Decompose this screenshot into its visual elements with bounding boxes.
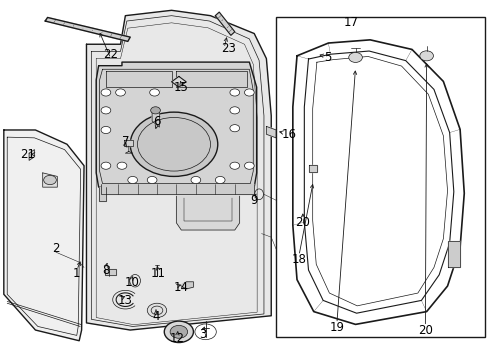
Circle shape [149,89,159,96]
Circle shape [101,162,111,169]
Polygon shape [307,51,322,59]
Circle shape [147,303,166,318]
Text: 12: 12 [169,333,184,346]
Circle shape [101,107,111,114]
Polygon shape [101,184,254,194]
Polygon shape [106,71,171,87]
Circle shape [229,89,239,96]
Circle shape [191,176,201,184]
Text: 5: 5 [324,51,331,64]
Text: 19: 19 [329,321,344,334]
Circle shape [229,107,239,114]
Circle shape [127,176,137,184]
Circle shape [170,325,187,338]
Circle shape [244,162,254,169]
Polygon shape [99,187,106,202]
Circle shape [215,176,224,184]
Circle shape [130,112,217,176]
Polygon shape [86,10,271,330]
Polygon shape [29,150,34,160]
Polygon shape [42,173,57,187]
Circle shape [147,176,157,184]
Circle shape [43,175,56,185]
Polygon shape [176,196,239,230]
Text: 11: 11 [150,267,165,280]
Text: 4: 4 [152,310,160,323]
Circle shape [164,321,193,342]
Circle shape [150,107,160,114]
Text: 20: 20 [295,216,310,229]
Circle shape [116,89,125,96]
Polygon shape [124,140,132,146]
Text: 2: 2 [52,242,60,255]
Circle shape [117,162,126,169]
Circle shape [419,51,432,61]
Text: 13: 13 [118,294,133,307]
Text: 22: 22 [103,49,118,62]
Circle shape [229,162,239,169]
Text: 18: 18 [291,253,306,266]
Text: 1: 1 [73,267,81,280]
Text: 3: 3 [199,328,206,341]
Circle shape [101,126,111,134]
Polygon shape [4,130,84,341]
Text: 6: 6 [153,114,161,127]
Text: 16: 16 [281,128,296,141]
Polygon shape [96,62,256,187]
Circle shape [348,53,362,62]
Polygon shape [152,109,159,127]
Circle shape [244,89,254,96]
Polygon shape [266,126,276,138]
Polygon shape [105,269,116,275]
Text: 7: 7 [122,135,129,148]
Polygon shape [45,18,130,41]
Text: 21: 21 [20,148,35,161]
Circle shape [101,89,111,96]
Text: 8: 8 [102,264,109,276]
Text: 10: 10 [124,276,139,289]
Text: 20: 20 [417,324,432,337]
Polygon shape [171,76,186,87]
Bar [276,18,484,337]
Text: 17: 17 [343,16,358,29]
Circle shape [229,125,239,132]
Text: 14: 14 [173,282,188,294]
Polygon shape [308,165,317,172]
Polygon shape [180,282,193,289]
Text: 15: 15 [174,81,188,94]
Polygon shape [176,71,246,87]
Text: 23: 23 [221,42,236,55]
Polygon shape [447,241,459,267]
Text: 9: 9 [250,194,258,207]
Polygon shape [215,12,234,35]
